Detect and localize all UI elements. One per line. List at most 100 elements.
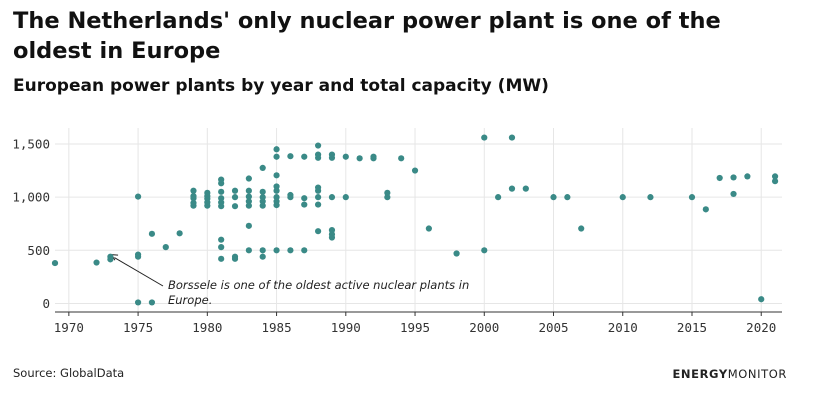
data-point xyxy=(148,230,156,237)
data-point xyxy=(522,185,529,192)
data-point xyxy=(315,194,322,201)
data-point xyxy=(134,193,142,200)
data-point xyxy=(231,203,239,210)
annotation-text: Europe. xyxy=(168,293,212,307)
data-point xyxy=(481,134,488,141)
data-point xyxy=(287,247,294,254)
data-point xyxy=(218,176,225,183)
data-point xyxy=(273,187,280,194)
data-point xyxy=(273,247,280,254)
data-point xyxy=(259,247,266,254)
data-point xyxy=(315,228,322,235)
data-point xyxy=(328,231,336,238)
annotation-text: Borssele is one of the oldest active nuc… xyxy=(168,278,469,292)
data-point xyxy=(481,247,488,254)
data-point xyxy=(218,255,225,262)
axis-layer: 1970 1975 1980 1985 1990 1995 2000 2005 2010 2015… xyxy=(12,136,782,335)
data-point xyxy=(107,253,114,260)
data-point xyxy=(245,198,252,205)
data-point xyxy=(287,191,294,199)
data-point xyxy=(218,199,225,206)
data-point xyxy=(315,142,322,149)
data-point xyxy=(356,155,363,162)
data-point xyxy=(301,247,308,254)
data-point xyxy=(730,190,737,198)
data-point xyxy=(148,299,156,306)
data-point xyxy=(134,251,142,258)
data-point xyxy=(301,153,308,160)
data-point xyxy=(301,201,308,208)
data-point xyxy=(508,185,516,192)
x-tick-label: 2015 xyxy=(677,320,707,335)
data-point xyxy=(259,198,266,205)
data-point xyxy=(328,194,336,201)
data-point xyxy=(328,151,336,158)
data-point xyxy=(702,206,709,213)
data-point xyxy=(425,225,432,232)
data-point xyxy=(688,194,696,201)
data-point xyxy=(771,173,779,180)
x-tick-label: 1995 xyxy=(400,320,430,335)
data-point xyxy=(273,172,280,179)
data-point xyxy=(301,195,308,202)
data-point xyxy=(204,189,211,196)
data-point xyxy=(259,164,266,171)
data-point xyxy=(231,194,239,201)
x-tick-label: 1975 xyxy=(123,320,153,335)
data-point xyxy=(231,187,239,194)
data-point xyxy=(370,153,377,160)
data-point xyxy=(342,194,349,201)
data-point xyxy=(259,253,266,260)
data-point xyxy=(398,155,405,162)
data-point xyxy=(245,247,252,254)
data-point xyxy=(190,199,197,207)
data-point xyxy=(273,194,280,201)
x-tick-label: 2010 xyxy=(608,320,638,335)
x-tick-label: 1980 xyxy=(192,320,222,335)
data-point xyxy=(647,194,654,201)
data-point xyxy=(273,183,280,190)
data-point xyxy=(218,236,225,243)
data-point xyxy=(315,201,322,208)
brand-logo: ENERGYMONITOR xyxy=(672,367,787,381)
data-point xyxy=(245,175,252,182)
data-point xyxy=(218,188,225,195)
grid-layer xyxy=(55,128,782,312)
data-point xyxy=(190,192,197,200)
data-point xyxy=(259,202,266,209)
data-point xyxy=(93,259,100,266)
data-point xyxy=(245,222,252,229)
data-point xyxy=(245,193,252,200)
x-tick-label: 2005 xyxy=(538,320,568,335)
data-point xyxy=(384,194,391,201)
data-point xyxy=(218,195,225,202)
chart-subtitle: European power plants by year and total … xyxy=(13,76,549,96)
data-point xyxy=(716,174,723,182)
x-tick-label: 1970 xyxy=(54,320,84,335)
data-point xyxy=(259,188,266,195)
data-points xyxy=(51,134,779,306)
data-point xyxy=(619,194,626,201)
data-point xyxy=(231,253,239,260)
data-point xyxy=(51,259,59,267)
data-point xyxy=(259,194,266,201)
data-point xyxy=(218,244,225,251)
data-point xyxy=(245,202,252,209)
brand-word-energy: ENERGY xyxy=(672,367,728,381)
data-point xyxy=(453,250,460,257)
data-point xyxy=(162,244,169,251)
data-point xyxy=(771,178,779,185)
x-tick-label: 1990 xyxy=(331,320,361,335)
data-point xyxy=(495,194,502,201)
data-point xyxy=(273,153,280,160)
data-point xyxy=(328,227,336,234)
x-tick-label: 1985 xyxy=(262,320,292,335)
data-point xyxy=(564,194,571,201)
x-tick-label: 2020 xyxy=(746,320,776,335)
data-point xyxy=(384,189,391,196)
data-point xyxy=(176,230,183,237)
data-point xyxy=(578,225,585,232)
data-point xyxy=(190,187,197,194)
y-tick-label: 500 xyxy=(27,243,50,258)
